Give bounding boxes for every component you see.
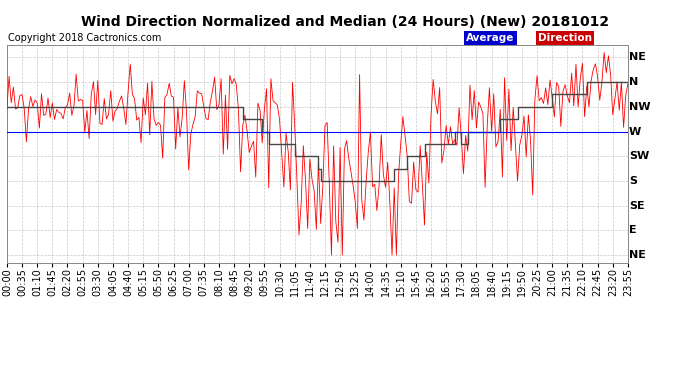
Text: SE: SE (629, 201, 644, 211)
Text: Wind Direction Normalized and Median (24 Hours) (New) 20181012: Wind Direction Normalized and Median (24… (81, 15, 609, 29)
Text: Average: Average (466, 33, 515, 43)
Text: NE: NE (629, 250, 646, 260)
Text: N: N (629, 77, 638, 87)
Text: SW: SW (629, 151, 649, 161)
Text: Copyright 2018 Cactronics.com: Copyright 2018 Cactronics.com (8, 33, 161, 43)
Text: NE: NE (629, 53, 646, 62)
Text: S: S (629, 176, 637, 186)
Text: NW: NW (629, 102, 651, 112)
Text: Direction: Direction (538, 33, 592, 43)
Text: W: W (629, 126, 642, 136)
Text: E: E (629, 225, 637, 236)
